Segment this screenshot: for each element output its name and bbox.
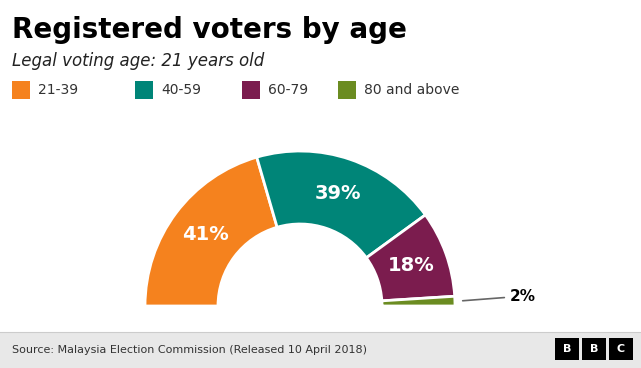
Text: Legal voting age: 21 years old: Legal voting age: 21 years old: [12, 52, 264, 70]
Bar: [555, 338, 579, 360]
Wedge shape: [382, 296, 455, 306]
Text: C: C: [617, 344, 625, 354]
Text: B: B: [590, 344, 598, 354]
Text: 41%: 41%: [182, 225, 229, 244]
Bar: [582, 338, 606, 360]
Text: Registered voters by age: Registered voters by age: [12, 16, 407, 44]
Text: Source: Malaysia Election Commission (Released 10 April 2018): Source: Malaysia Election Commission (Re…: [12, 345, 367, 355]
Wedge shape: [145, 157, 277, 306]
Wedge shape: [367, 215, 454, 301]
Wedge shape: [257, 151, 426, 258]
Text: 80 and above: 80 and above: [364, 83, 460, 97]
Text: 21-39: 21-39: [38, 83, 78, 97]
Bar: [609, 338, 633, 360]
Text: 40-59: 40-59: [161, 83, 201, 97]
Text: 39%: 39%: [315, 184, 362, 204]
Bar: [0, 332, 641, 368]
Text: 60-79: 60-79: [268, 83, 308, 97]
Bar: [242, 81, 260, 99]
Bar: [338, 81, 356, 99]
Bar: [135, 81, 153, 99]
Text: 18%: 18%: [388, 256, 435, 275]
Text: B: B: [563, 344, 571, 354]
Text: 2%: 2%: [463, 289, 536, 304]
Bar: [12, 81, 30, 99]
